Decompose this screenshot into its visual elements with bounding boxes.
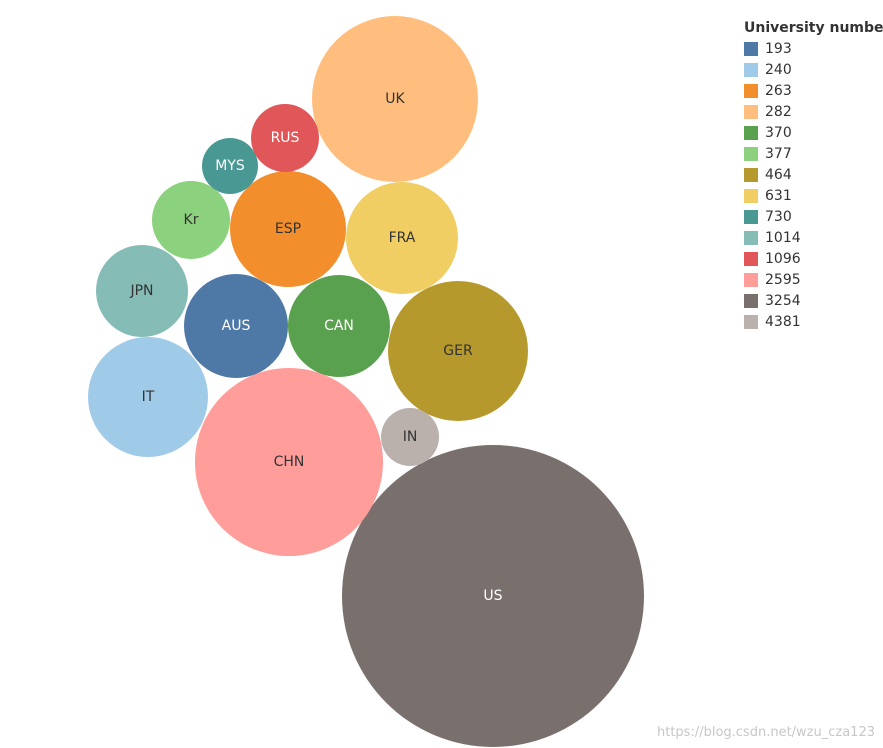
bubble-fra: FRA	[346, 182, 458, 294]
legend-swatch	[744, 293, 758, 308]
legend-item: 1014	[744, 227, 883, 248]
legend-item: 263	[744, 80, 883, 101]
legend-swatch	[744, 188, 758, 203]
bubble-label: US	[483, 588, 502, 604]
legend: University number 193 240 263 282 370 377 464 6…	[744, 18, 883, 332]
bubble-circle	[195, 368, 383, 556]
legend-swatch	[744, 41, 758, 56]
bubble-label: CAN	[324, 318, 354, 334]
bubble-label: MYS	[215, 158, 245, 174]
legend-item: 1096	[744, 248, 883, 269]
watermark: https://blog.csdn.net/wzu_cza123	[656, 725, 875, 740]
legend-label: 263	[765, 82, 792, 99]
legend-swatch	[744, 251, 758, 266]
bubble-label: RUS	[271, 130, 300, 146]
legend-title: University number	[744, 20, 883, 36]
bubble-circle	[230, 171, 346, 287]
bubble-chart: US CHN UK GER FRA ESP CAN AUS IT JPN Kr MYS RUS IN	[88, 16, 644, 747]
bubble-circle	[152, 181, 230, 259]
bubble-can: CAN	[288, 275, 390, 377]
bubble-label: GER	[443, 343, 473, 359]
bubble-label: AUS	[222, 318, 251, 334]
bubble-kr: Kr	[152, 181, 230, 259]
legend-label: 464	[765, 166, 792, 183]
bubble-rus: RUS	[251, 104, 319, 172]
legend-label: 1014	[765, 229, 801, 246]
legend-label: 730	[765, 208, 792, 225]
legend-item: 240	[744, 59, 883, 80]
legend-item: 193	[744, 38, 883, 59]
bubble-label: IT	[142, 389, 155, 405]
bubble-label: UK	[385, 91, 405, 107]
legend-swatch	[744, 230, 758, 245]
legend-item: 730	[744, 206, 883, 227]
bubble-circle	[381, 408, 439, 466]
legend-label: 370	[765, 124, 792, 141]
bubble-label: Kr	[184, 212, 199, 228]
legend-swatch	[744, 62, 758, 77]
legend-label: 193	[765, 40, 792, 57]
legend-swatch	[744, 272, 758, 287]
legend-swatch	[744, 125, 758, 140]
bubble-ger: GER	[388, 281, 528, 421]
legend-swatch	[744, 83, 758, 98]
bubble-label: IN	[403, 429, 418, 445]
bubble-circle	[388, 281, 528, 421]
legend-item: 3254	[744, 290, 883, 311]
bubble-label: JPN	[129, 283, 153, 299]
legend-label: 240	[765, 61, 792, 78]
legend-label: 282	[765, 103, 792, 120]
legend-swatch	[744, 104, 758, 119]
legend-label: 3254	[765, 292, 801, 309]
bubble-esp: ESP	[230, 171, 346, 287]
legend-swatch	[744, 167, 758, 182]
bubble-uk: UK	[312, 16, 478, 182]
bubble-circle	[184, 274, 288, 378]
bubble-circle	[251, 104, 319, 172]
legend-label: 4381	[765, 313, 801, 330]
legend-label: 377	[765, 145, 792, 162]
bubble-circle	[342, 445, 644, 747]
legend-label: 1096	[765, 250, 801, 267]
legend-items: 193 240 263 282 370 377 464 631 730 1014 1096 2595 3…	[744, 38, 883, 332]
bubble-circle	[312, 16, 478, 182]
bubble-label: CHN	[274, 454, 305, 470]
legend-label: 631	[765, 187, 792, 204]
legend-item: 377	[744, 143, 883, 164]
bubble-in: IN	[381, 408, 439, 466]
legend-swatch	[744, 146, 758, 161]
bubble-it: IT	[88, 337, 208, 457]
bubble-circle	[346, 182, 458, 294]
bubble-us: US	[342, 445, 644, 747]
bubble-label: ESP	[275, 221, 301, 237]
bubble-circle	[88, 337, 208, 457]
legend-item: 2595	[744, 269, 883, 290]
bubble-chn: CHN	[195, 368, 383, 556]
legend-item: 370	[744, 122, 883, 143]
bubble-circle	[202, 138, 258, 194]
bubble-jpn: JPN	[96, 245, 188, 337]
legend-label: 2595	[765, 271, 801, 288]
bubble-aus: AUS	[184, 274, 288, 378]
legend-item: 464	[744, 164, 883, 185]
bubble-circle	[96, 245, 188, 337]
legend-swatch	[744, 314, 758, 329]
legend-swatch	[744, 209, 758, 224]
legend-item: 4381	[744, 311, 883, 332]
bubble-mys: MYS	[202, 138, 258, 194]
legend-item: 631	[744, 185, 883, 206]
legend-item: 282	[744, 101, 883, 122]
bubble-circle	[288, 275, 390, 377]
bubble-label: FRA	[389, 230, 416, 246]
